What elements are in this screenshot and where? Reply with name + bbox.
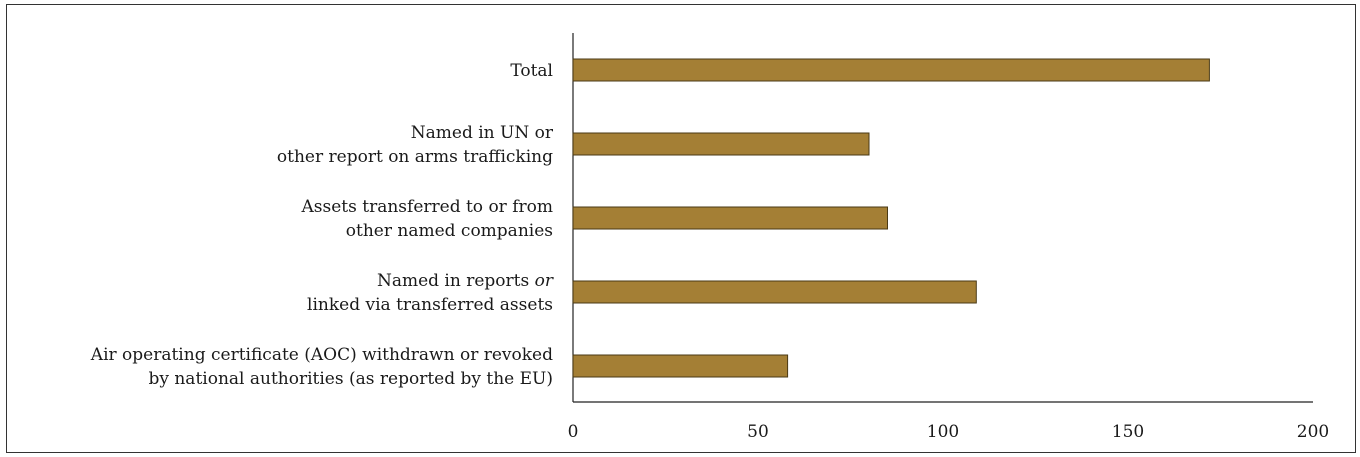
tick-labels-group: 0 50 100 150 200 [568,422,1330,442]
category-label-text: Named in UN or [411,123,554,143]
category-label-italic: or [535,271,554,291]
x-tick-label: 50 [747,422,769,442]
category-label: Named in reports or [377,271,554,291]
bar [572,58,1210,82]
bar [572,354,789,378]
category-label: by national authorities (as reported by … [148,369,553,389]
bar [572,206,888,230]
bar [572,132,870,156]
category-label: Assets transferred to or from [301,197,553,217]
x-tick-label: 100 [927,422,959,442]
category-label-text: Air operating certificate (AOC) withdraw… [90,345,553,365]
category-label-text: Assets transferred to or from [301,197,553,217]
bar-chart: Total Named in UN or other report on arms … [90,33,1330,442]
category-label: Named in UN or [411,123,554,143]
x-tick-label: 0 [568,422,579,442]
chart-frame: Total Named in UN or other report on arms … [6,4,1356,453]
category-label-text: other report on arms trafficking [277,147,553,167]
category-label-text: Named in reports [377,271,535,291]
category-label-text: linked via transferred assets [307,295,553,315]
x-tick-label: 200 [1297,422,1329,442]
category-label-text: other named companies [346,221,553,241]
category-label-text: Total [510,61,553,81]
category-label: other report on arms trafficking [277,147,553,167]
category-label: Total [510,61,553,81]
category-label: linked via transferred assets [307,295,553,315]
bars-group [572,58,1210,378]
bar [572,280,977,304]
x-tick-label: 150 [1112,422,1144,442]
category-label: other named companies [346,221,553,241]
category-label: Air operating certificate (AOC) withdraw… [90,345,553,365]
category-labels-group: Total Named in UN or other report on arms … [90,61,554,389]
category-label-text: by national authorities (as reported by … [148,369,553,389]
